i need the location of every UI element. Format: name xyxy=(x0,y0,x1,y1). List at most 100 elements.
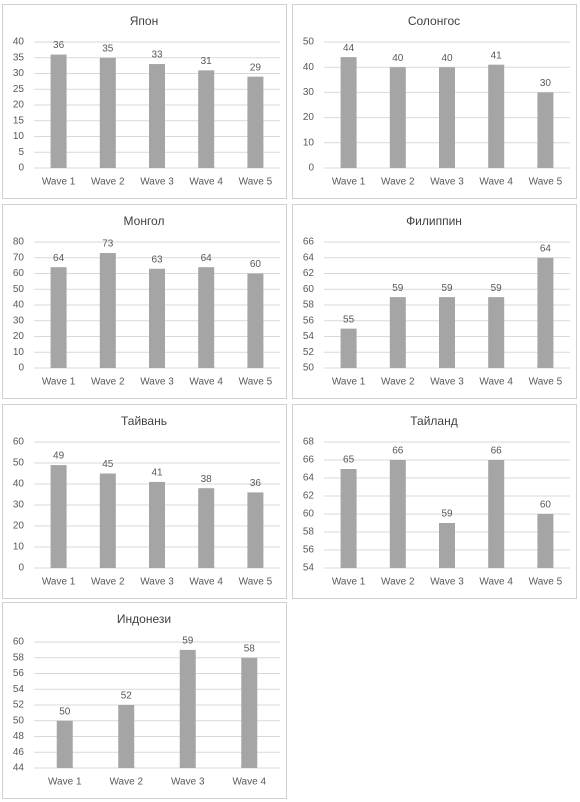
y-tick-label: 60 xyxy=(13,437,25,448)
bar xyxy=(340,57,357,169)
bar xyxy=(488,297,505,368)
y-tick-label: 40 xyxy=(13,37,25,48)
data-label: 30 xyxy=(540,78,552,89)
y-tick-label: 40 xyxy=(13,479,25,490)
bar xyxy=(99,473,116,568)
x-tick-label: Wave 2 xyxy=(381,377,415,388)
data-label: 59 xyxy=(491,283,503,294)
y-tick-label: 66 xyxy=(303,237,315,248)
x-tick-label: Wave 1 xyxy=(42,377,76,388)
x-tick-label: Wave 1 xyxy=(332,377,366,388)
chart-title: Солонгос xyxy=(408,14,460,28)
data-label: 59 xyxy=(182,636,194,647)
data-label: 38 xyxy=(201,474,213,485)
bar xyxy=(118,705,135,768)
data-label: 59 xyxy=(441,283,453,294)
x-tick-label: Wave 3 xyxy=(430,577,464,588)
panel xyxy=(292,204,577,399)
data-label: 60 xyxy=(250,259,262,270)
data-label: 44 xyxy=(343,43,355,54)
y-tick-label: 30 xyxy=(303,87,315,98)
y-tick-label: 80 xyxy=(13,237,25,248)
bar xyxy=(247,76,264,168)
bar xyxy=(439,67,455,168)
data-label: 36 xyxy=(250,478,262,489)
bar xyxy=(488,64,505,168)
bar xyxy=(537,92,554,168)
data-label: 36 xyxy=(53,40,65,51)
y-tick-label: 56 xyxy=(303,315,315,326)
x-tick-label: Wave 3 xyxy=(140,177,174,188)
data-label: 63 xyxy=(151,254,163,265)
y-tick-label: 10 xyxy=(13,347,25,358)
data-label: 59 xyxy=(392,283,404,294)
y-tick-label: 56 xyxy=(303,545,315,556)
bar xyxy=(340,469,357,568)
chart-title: Филиппин xyxy=(406,214,462,228)
panel xyxy=(2,602,287,799)
data-label: 66 xyxy=(491,446,503,457)
y-tick-label: 20 xyxy=(13,100,25,111)
bar xyxy=(340,328,357,368)
x-tick-label: Wave 3 xyxy=(140,577,174,588)
chart-title: Индонези xyxy=(117,612,171,626)
y-tick-label: 62 xyxy=(303,268,315,279)
x-tick-label: Wave 5 xyxy=(529,577,563,588)
data-label: 40 xyxy=(392,53,404,64)
bar xyxy=(537,257,554,368)
data-label: 64 xyxy=(53,253,65,264)
data-label: 58 xyxy=(244,643,256,654)
y-tick-label: 20 xyxy=(13,521,25,532)
y-tick-label: 64 xyxy=(303,252,315,263)
data-label: 66 xyxy=(392,446,404,457)
x-tick-label: Wave 1 xyxy=(48,777,82,788)
y-tick-label: 60 xyxy=(303,509,315,520)
y-tick-label: 10 xyxy=(303,137,315,148)
x-tick-label: Wave 5 xyxy=(239,177,273,188)
y-tick-label: 58 xyxy=(303,300,315,311)
y-tick-label: 10 xyxy=(13,131,25,142)
bar xyxy=(149,268,165,368)
bar xyxy=(149,64,165,168)
y-tick-label: 62 xyxy=(303,491,315,502)
data-label: 31 xyxy=(201,56,213,67)
y-tick-label: 50 xyxy=(13,458,25,469)
y-tick-label: 10 xyxy=(13,542,25,553)
bar xyxy=(389,460,406,568)
chart-title: Тайланд xyxy=(410,414,457,428)
bar xyxy=(389,297,406,368)
chart-title: Тайвань xyxy=(121,414,167,428)
y-tick-label: 58 xyxy=(303,527,315,538)
y-tick-label: 25 xyxy=(13,84,25,95)
data-label: 59 xyxy=(441,509,453,520)
x-tick-label: Wave 2 xyxy=(381,177,415,188)
y-tick-label: 50 xyxy=(13,715,25,726)
panel xyxy=(2,404,287,599)
data-label: 41 xyxy=(151,468,163,479)
x-tick-label: Wave 3 xyxy=(140,377,174,388)
bar xyxy=(50,267,67,368)
y-tick-label: 0 xyxy=(18,163,24,174)
chart-title: Япон xyxy=(130,14,158,28)
data-label: 49 xyxy=(53,451,65,462)
y-tick-label: 60 xyxy=(13,268,25,279)
x-tick-label: Wave 4 xyxy=(189,577,223,588)
y-tick-label: 0 xyxy=(18,563,24,574)
data-label: 64 xyxy=(201,253,213,264)
y-tick-label: 20 xyxy=(13,331,25,342)
bar xyxy=(198,70,215,168)
y-tick-label: 54 xyxy=(303,331,315,342)
x-tick-label: Wave 3 xyxy=(430,177,464,188)
y-tick-label: 50 xyxy=(13,284,25,295)
x-tick-label: Wave 2 xyxy=(91,577,125,588)
panel xyxy=(2,204,287,399)
data-label: 45 xyxy=(102,459,114,470)
x-tick-label: Wave 5 xyxy=(239,577,273,588)
data-label: 52 xyxy=(121,691,133,702)
x-tick-label: Wave 5 xyxy=(239,377,273,388)
y-tick-label: 0 xyxy=(308,163,314,174)
bar xyxy=(99,57,116,168)
bar xyxy=(389,67,406,168)
data-label: 50 xyxy=(59,706,71,717)
